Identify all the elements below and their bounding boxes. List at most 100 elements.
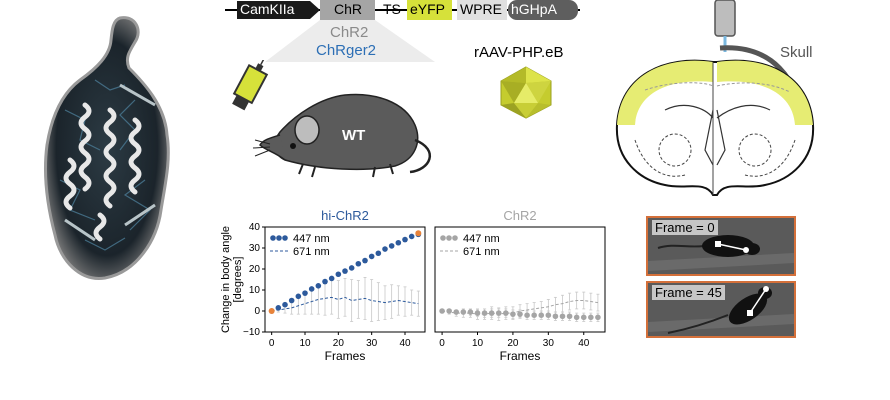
legend-marker — [282, 235, 288, 241]
series-447nm-point — [315, 283, 322, 289]
x-tick-label: 30 — [543, 338, 555, 349]
series-447nm-point — [517, 311, 523, 317]
series-447nm-point — [295, 293, 302, 300]
chart-title: hi-ChR2 — [321, 208, 369, 223]
hi-chr2-chart: hi-ChR2 0 10 20 30 40 Frames −10 0 10 20 30 40 Change… — [220, 208, 426, 363]
plot-frame — [434, 226, 606, 333]
series-447nm-point — [460, 309, 467, 315]
series-447nm-point — [362, 257, 368, 264]
series-447nm-point — [282, 301, 288, 308]
x-tick-label: 20 — [333, 338, 345, 349]
series-447nm-point — [308, 286, 315, 292]
series-447nm-point — [481, 310, 488, 316]
mouse-label: WT — [342, 127, 366, 144]
x-tick-label: 10 — [299, 338, 311, 349]
y-axis-label-line2: [degrees] — [232, 257, 244, 303]
series-447nm-point — [467, 309, 474, 315]
y-axis-label-line1: Change in body angle — [220, 226, 232, 333]
series-447nm-point — [382, 246, 388, 252]
video-frame-45: Frame = 45 — [646, 281, 796, 338]
chrger2-variant-label: ChRger2 — [316, 42, 377, 59]
series-447nm-point — [474, 310, 481, 316]
opsin-callout — [265, 20, 435, 62]
series-447nm-point — [368, 253, 375, 260]
y-axis-label: Change in body angle [degrees] — [220, 226, 244, 333]
promoter-arrow — [237, 1, 320, 19]
series-447nm-point — [559, 313, 566, 320]
eyfp-label: eYFP — [410, 1, 446, 17]
legend-marker — [440, 235, 446, 241]
series-447nm-point — [588, 314, 594, 321]
series-447nm-point — [328, 275, 335, 282]
end-marker — [415, 230, 422, 237]
series-447nm-point — [408, 233, 415, 240]
x-tick-label: 40 — [399, 338, 411, 349]
series-447nm-point — [545, 312, 552, 318]
series-447nm-point — [302, 290, 308, 296]
x-tick-label: 30 — [366, 338, 378, 349]
series-447nm-point — [580, 314, 587, 321]
series-447nm-point — [275, 305, 282, 311]
series-447nm-point — [495, 310, 502, 316]
y-tick-label: 20 — [249, 264, 261, 275]
series-447nm-point — [388, 243, 395, 249]
series-447nm-point — [402, 236, 408, 243]
legend-marker — [446, 235, 452, 241]
polya-block — [508, 0, 578, 20]
video-frame-0: Frame = 0 — [646, 216, 796, 276]
syringe-icon — [232, 60, 276, 111]
legend-marker — [270, 235, 276, 241]
eyfp-block — [407, 0, 452, 20]
series-447nm-point — [446, 308, 452, 314]
protein-structure-illustration — [43, 16, 170, 280]
y-tick-label: 10 — [249, 285, 261, 296]
x-tick-label: 0 — [439, 338, 445, 349]
x-tick-label: 0 — [269, 338, 275, 349]
wpre-block — [457, 0, 507, 20]
virus-capsid-icon — [500, 66, 552, 119]
series-447nm-point — [595, 314, 601, 321]
legend-label-671: 671 nm — [463, 246, 500, 258]
legend-marker — [276, 235, 282, 241]
y-tick-label: 0 — [254, 306, 260, 317]
series-671nm-line — [271, 296, 419, 312]
ts-label: TS — [383, 1, 401, 17]
genetic-construct — [225, 0, 580, 62]
polya-label: hGHpA — [511, 1, 557, 17]
optical-fiber-icon — [714, 0, 736, 37]
y-tick-label: −10 — [243, 327, 260, 338]
legend-marker — [452, 235, 458, 241]
x-axis-label: Frames — [325, 349, 366, 363]
series-447nm-point — [342, 268, 348, 274]
series-447nm-point — [453, 309, 460, 315]
legend-label-447: 447 nm — [293, 233, 330, 245]
x-tick-label: 10 — [472, 338, 484, 349]
series-447nm-point — [348, 265, 355, 271]
chart-title: ChR2 — [503, 208, 536, 223]
opsin-block — [320, 0, 375, 20]
plot-frame — [264, 226, 426, 333]
chr2-variant-label: ChR2 — [330, 24, 369, 41]
frame-45-label: Frame = 45 — [652, 285, 725, 300]
skull-label: Skull — [780, 44, 813, 61]
series-447nm-point — [552, 313, 559, 320]
start-marker — [268, 308, 275, 314]
series-447nm-point — [510, 311, 516, 317]
brain-coronal-section-illustration — [615, 0, 815, 196]
promoter-label: CamKIIa — [240, 1, 295, 17]
x-tick-label: 20 — [507, 338, 519, 349]
series-447nm-point — [375, 250, 382, 257]
series-447nm-point — [524, 312, 530, 318]
mouse-with-syringe-illustration — [232, 60, 432, 178]
series-447nm-point — [538, 312, 545, 318]
series-447nm-point — [503, 310, 509, 316]
series-447nm-point — [322, 278, 328, 285]
legend-label-671: 671 nm — [293, 246, 330, 258]
series-447nm-point — [439, 308, 445, 314]
series-447nm-point — [288, 297, 295, 304]
series-447nm-point — [488, 310, 495, 316]
legend-label-447: 447 nm — [463, 233, 500, 245]
series-447nm-point — [335, 271, 342, 278]
